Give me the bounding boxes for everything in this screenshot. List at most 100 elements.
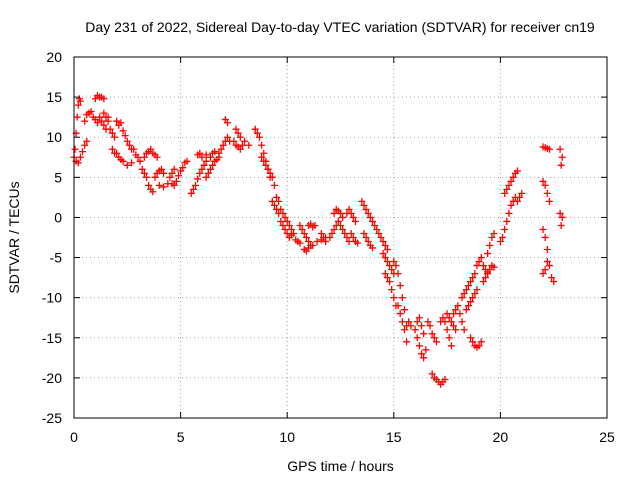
data-point bbox=[383, 246, 391, 254]
data-point bbox=[398, 318, 406, 326]
data-point bbox=[339, 225, 347, 233]
data-point bbox=[270, 181, 278, 189]
data-point bbox=[202, 157, 210, 165]
data-point bbox=[119, 157, 127, 165]
data-point bbox=[484, 250, 492, 258]
data-point bbox=[541, 234, 549, 241]
data-point bbox=[290, 229, 298, 237]
data-point bbox=[160, 169, 168, 177]
data-point bbox=[462, 286, 470, 294]
data-point bbox=[71, 145, 79, 153]
data-point bbox=[339, 213, 347, 221]
data-point bbox=[467, 334, 475, 342]
data-point bbox=[469, 294, 477, 302]
data-point bbox=[330, 225, 338, 233]
data-point bbox=[224, 119, 232, 127]
data-point bbox=[428, 370, 436, 378]
data-point bbox=[368, 244, 376, 252]
data-point bbox=[111, 133, 119, 141]
data-point bbox=[458, 294, 466, 302]
data-point bbox=[390, 258, 398, 266]
data-point bbox=[394, 270, 402, 278]
data-point bbox=[396, 310, 404, 318]
data-point bbox=[134, 153, 142, 161]
data-point bbox=[145, 181, 153, 189]
data-point bbox=[490, 229, 498, 237]
data-point bbox=[413, 318, 421, 326]
data-point bbox=[426, 322, 434, 330]
data-point bbox=[343, 234, 351, 241]
y-tick-label: -5 bbox=[50, 250, 63, 266]
data-point bbox=[467, 278, 475, 286]
data-point bbox=[477, 338, 485, 346]
data-point bbox=[486, 242, 494, 250]
data-point bbox=[300, 229, 308, 237]
data-point bbox=[456, 310, 464, 318]
data-point bbox=[260, 149, 268, 157]
y-tick-label: 10 bbox=[46, 129, 62, 145]
y-tick-label: -10 bbox=[42, 290, 62, 306]
data-point bbox=[351, 217, 359, 225]
data-point bbox=[360, 201, 368, 209]
data-point bbox=[273, 193, 281, 201]
data-point bbox=[258, 141, 266, 149]
data-point bbox=[473, 286, 481, 294]
data-point bbox=[445, 314, 453, 322]
data-point bbox=[415, 342, 423, 350]
data-point bbox=[386, 262, 394, 270]
data-point bbox=[558, 213, 566, 221]
data-point bbox=[81, 141, 89, 149]
data-point bbox=[270, 201, 278, 209]
data-point bbox=[513, 167, 521, 175]
data-point bbox=[501, 189, 509, 197]
data-point bbox=[128, 159, 136, 167]
data-point bbox=[230, 137, 238, 145]
data-point bbox=[475, 342, 483, 350]
data-point bbox=[432, 338, 440, 346]
data-point bbox=[234, 129, 242, 137]
data-point bbox=[209, 161, 217, 169]
data-point bbox=[345, 238, 353, 246]
data-point bbox=[100, 95, 108, 103]
data-point bbox=[556, 145, 564, 153]
data-point bbox=[545, 262, 553, 270]
data-point bbox=[283, 229, 291, 237]
data-point bbox=[390, 294, 398, 302]
data-point bbox=[160, 183, 168, 191]
data-point bbox=[449, 322, 457, 330]
data-point bbox=[149, 188, 157, 196]
data-point bbox=[275, 197, 283, 205]
data-point bbox=[104, 113, 112, 121]
data-point bbox=[157, 165, 165, 173]
data-point bbox=[539, 177, 547, 185]
x-tick-label: 10 bbox=[279, 429, 295, 445]
data-point bbox=[113, 149, 121, 157]
data-point bbox=[296, 221, 304, 229]
data-point bbox=[383, 274, 391, 282]
data-point bbox=[236, 145, 244, 153]
data-point bbox=[330, 209, 338, 217]
data-point bbox=[400, 306, 408, 314]
data-point bbox=[138, 165, 146, 173]
data-point bbox=[379, 250, 387, 258]
data-point bbox=[420, 354, 428, 362]
data-point bbox=[317, 229, 325, 237]
data-point bbox=[140, 169, 148, 177]
data-point bbox=[125, 141, 133, 149]
data-point bbox=[464, 302, 472, 310]
data-point bbox=[100, 121, 108, 129]
y-axis-label: SDTVAR / TECUs bbox=[6, 181, 22, 293]
data-point bbox=[405, 318, 413, 326]
data-point bbox=[196, 149, 204, 157]
chart-title: Day 231 of 2022, Sidereal Day-to-day VTE… bbox=[85, 19, 595, 35]
data-point bbox=[420, 330, 428, 338]
data-point bbox=[174, 172, 182, 180]
data-point bbox=[471, 270, 479, 278]
y-tick-label: 15 bbox=[46, 89, 62, 105]
data-point bbox=[147, 145, 155, 153]
data-point bbox=[501, 225, 509, 233]
data-point bbox=[403, 338, 411, 346]
data-point bbox=[373, 225, 381, 233]
data-point bbox=[281, 225, 289, 233]
